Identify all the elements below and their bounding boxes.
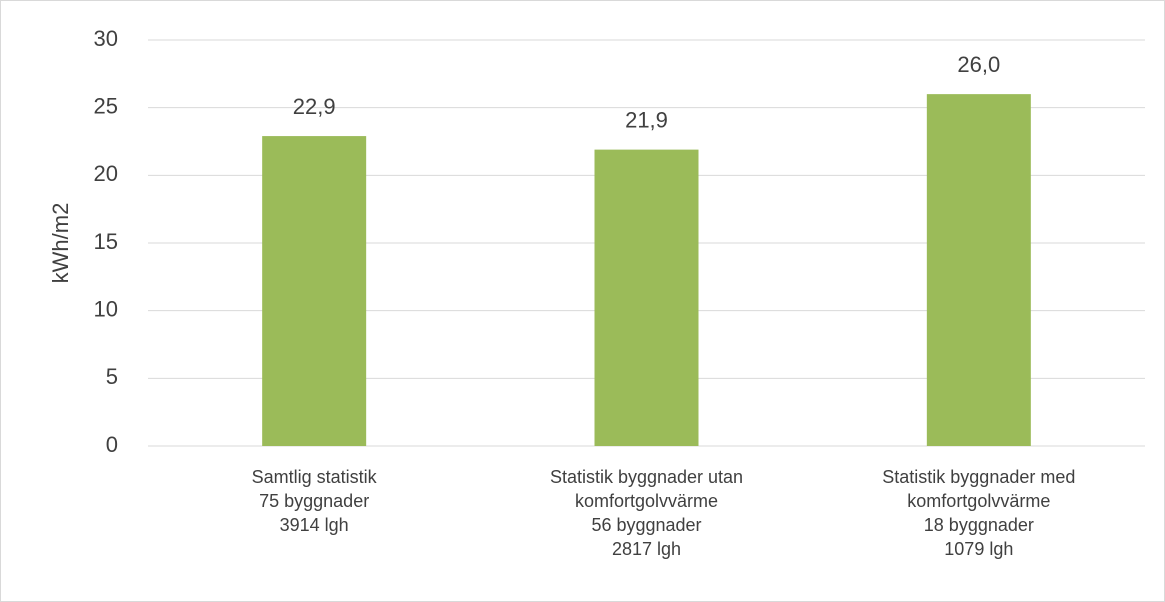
x-tick-label: 56 byggnader	[591, 515, 701, 535]
bar	[262, 136, 367, 446]
y-tick-label: 30	[94, 26, 118, 51]
value-label: 21,9	[625, 107, 668, 132]
x-tick-label: komfortgolvvärme	[575, 491, 718, 511]
y-tick-label: 0	[106, 432, 118, 457]
x-tick-label: Statistik byggnader med	[882, 467, 1075, 487]
y-tick-label: 20	[94, 161, 118, 186]
x-tick-label: komfortgolvvärme	[907, 491, 1050, 511]
y-axis-label: kWh/m2	[48, 203, 73, 284]
x-tick-label: Samtlig statistik	[252, 467, 378, 487]
y-tick-label: 5	[106, 364, 118, 389]
y-tick-label: 25	[94, 93, 118, 118]
value-label: 26,0	[957, 52, 1000, 77]
x-tick-label: 18 byggnader	[924, 515, 1034, 535]
bar	[926, 94, 1031, 446]
x-tick-label: 2817 lgh	[612, 539, 681, 559]
y-tick-label: 10	[94, 296, 118, 321]
x-tick-label: 1079 lgh	[944, 539, 1013, 559]
x-tick-label: Statistik byggnader utan	[550, 467, 743, 487]
bar	[594, 149, 699, 446]
x-tick-label: 3914 lgh	[280, 515, 349, 535]
value-label: 22,9	[293, 94, 336, 119]
x-tick-label: 75 byggnader	[259, 491, 369, 511]
y-tick-label: 15	[94, 229, 118, 254]
